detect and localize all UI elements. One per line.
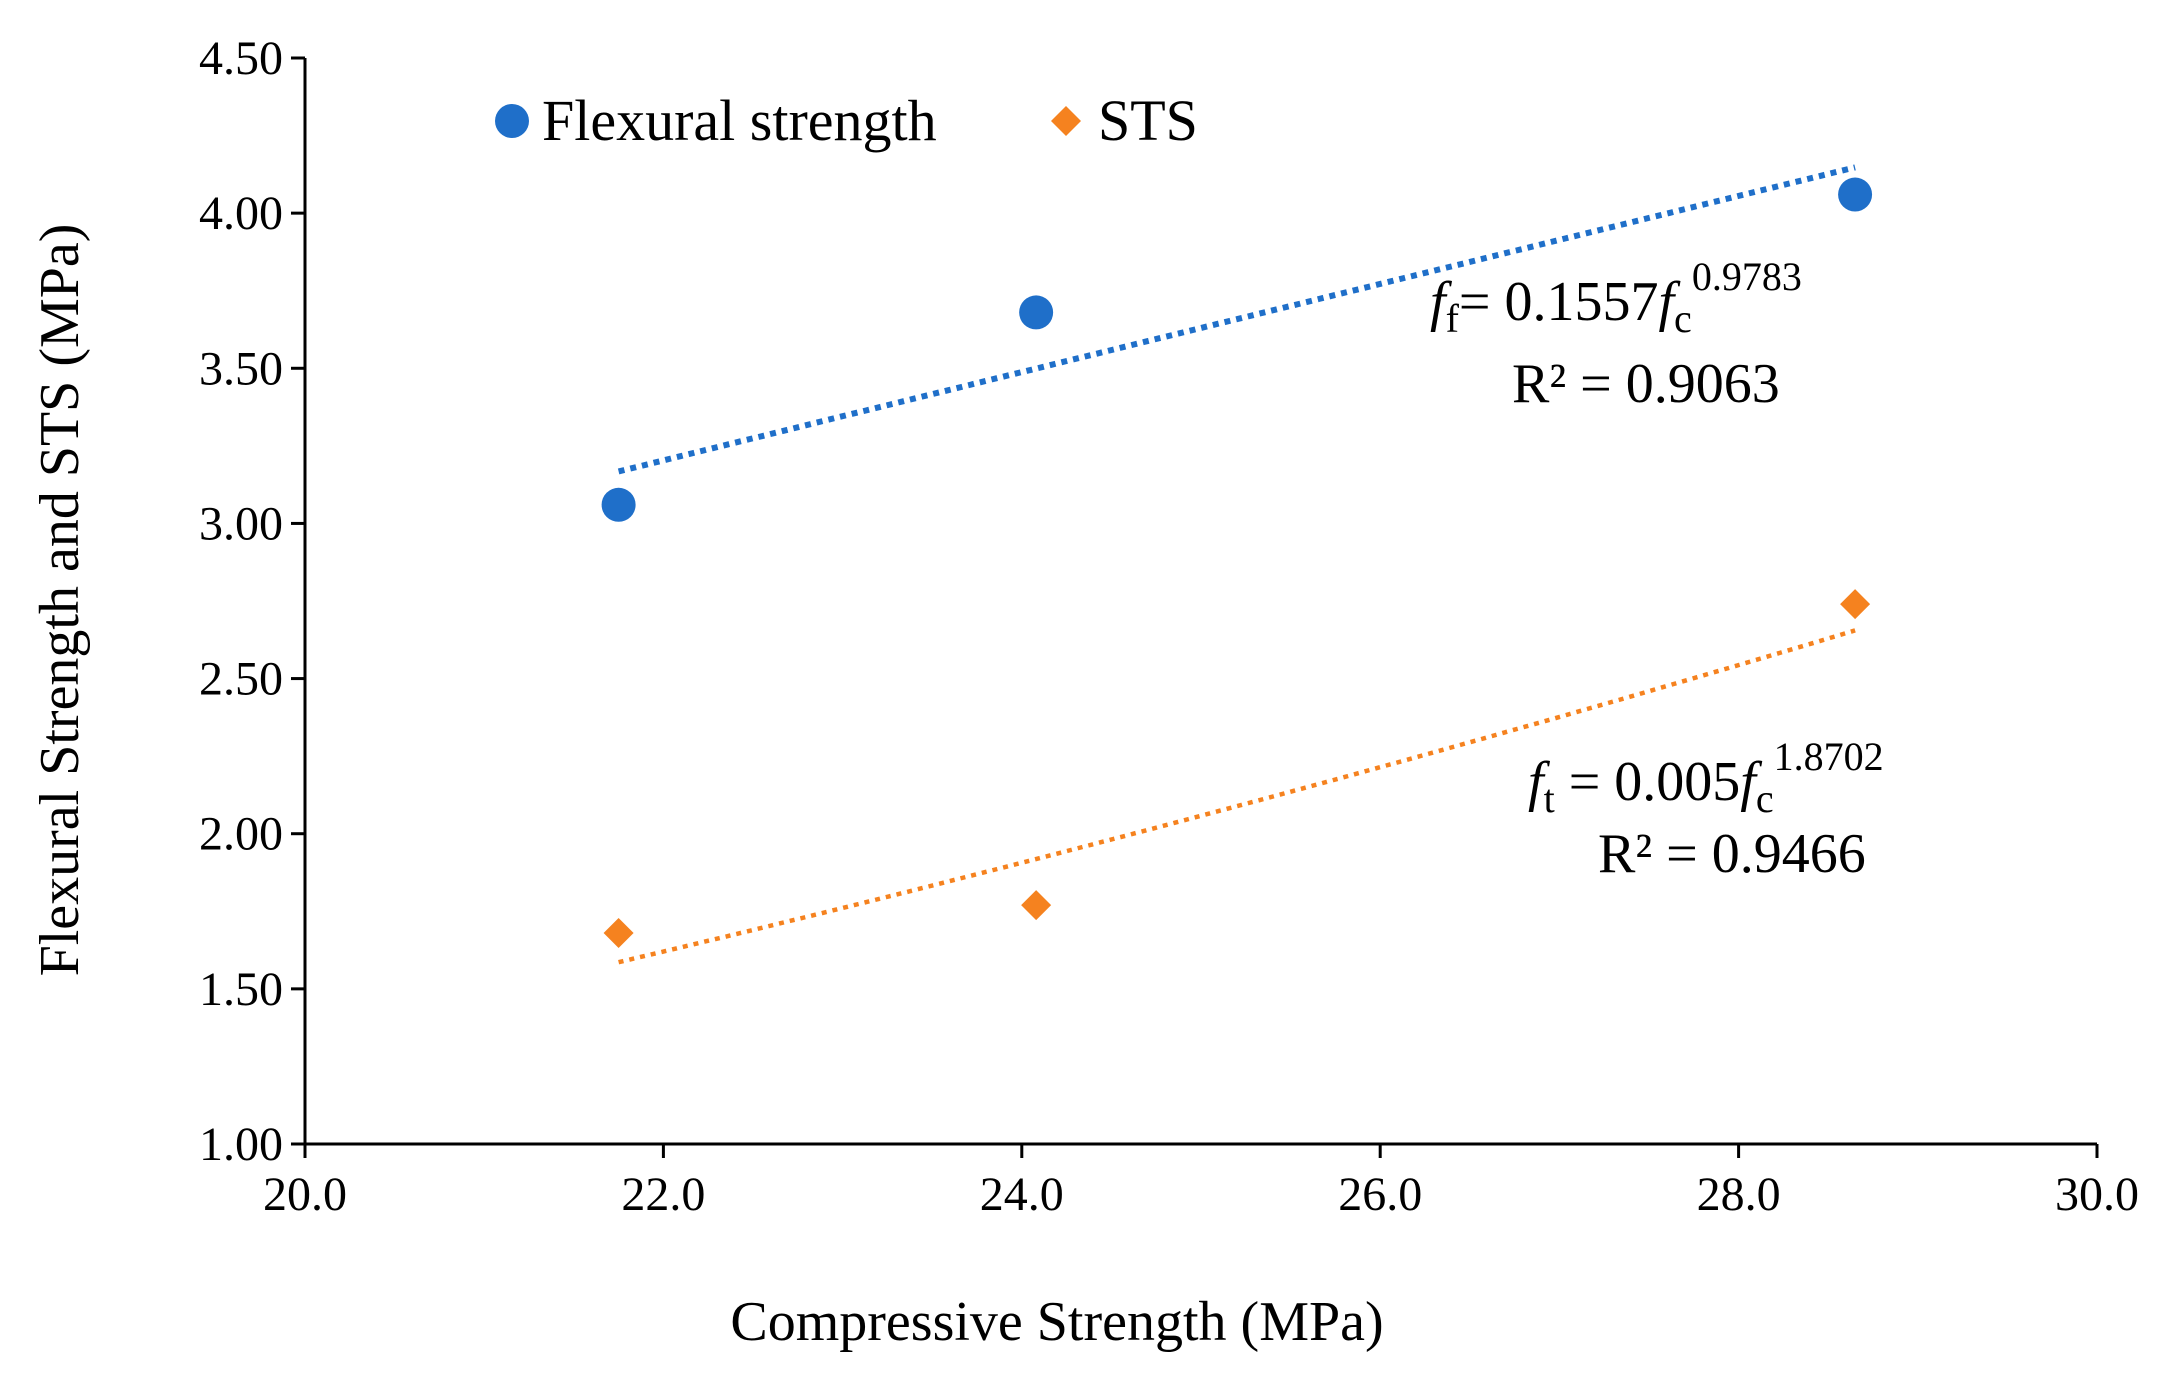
eq-rhs-sub: c [1674, 296, 1692, 341]
y-tick-label: 2.50 [199, 653, 283, 706]
trendlines [617, 164, 1856, 965]
x-tick-label: 24.0 [980, 1168, 1064, 1221]
sts-point [603, 918, 634, 949]
eq-rhs-coef: = 0.1557 [1459, 271, 1659, 333]
x-tick-label: 26.0 [1338, 1168, 1422, 1221]
trendline-sts [618, 628, 1856, 965]
x-axis-title: Compressive Strength (MPa) [730, 1291, 1383, 1353]
legend-marker-sts [1051, 106, 1081, 136]
y-tick-label: 2.00 [199, 808, 283, 861]
y-axis-title: Flexural Strength and STS (MPa) [29, 224, 91, 977]
eq-rhs-coef: = 0.005 [1555, 751, 1741, 813]
data-points [601, 177, 1873, 949]
equation-sts: ft = 0.005fc1.8702 [1528, 734, 1884, 821]
flexural-point [1019, 295, 1054, 330]
x-tick-label: 28.0 [1697, 1168, 1781, 1221]
equation-flexural: ff= 0.1557fc0.9783 [1430, 254, 1802, 341]
legend-label-flexural: Flexural strength [542, 88, 937, 153]
x-tick-label: 22.0 [621, 1168, 705, 1221]
axes: 1.00 1.50 2.00 2.50 3.00 3.50 4.00 4.50 20.0 22.0… [199, 32, 2139, 1221]
y-tick-label: 1.00 [199, 1118, 283, 1171]
equation-sts-r2: R² = 0.9466 [1598, 823, 1866, 885]
y-tick-label: 4.00 [199, 187, 283, 240]
flexural-point [601, 487, 636, 522]
eq-rhs-exp: 0.9783 [1692, 254, 1802, 299]
equation-flexural-r2: R² = 0.9063 [1512, 353, 1780, 415]
y-tick-label: 3.50 [199, 342, 283, 395]
sts-point [1021, 890, 1052, 921]
legend-label-sts: STS [1098, 88, 1198, 153]
y-tick-label: 3.00 [199, 497, 283, 550]
x-tick-label: 30.0 [2055, 1168, 2139, 1221]
eq-lhs-sub: f [1446, 296, 1460, 341]
eq-rhs-sub: c [1756, 776, 1774, 821]
legend: Flexural strength STS [495, 88, 1198, 153]
flexural-point [1838, 177, 1873, 212]
legend-marker-flexural [495, 104, 529, 138]
eq-lhs-sub: t [1544, 776, 1555, 821]
trendline-flexural [617, 164, 1856, 475]
sts-point [1840, 589, 1871, 620]
x-tick-label: 20.0 [263, 1168, 347, 1221]
eq-rhs-exp: 1.8702 [1774, 734, 1884, 779]
y-tick-label: 4.50 [199, 32, 283, 85]
y-tick-label: 1.50 [199, 963, 283, 1016]
